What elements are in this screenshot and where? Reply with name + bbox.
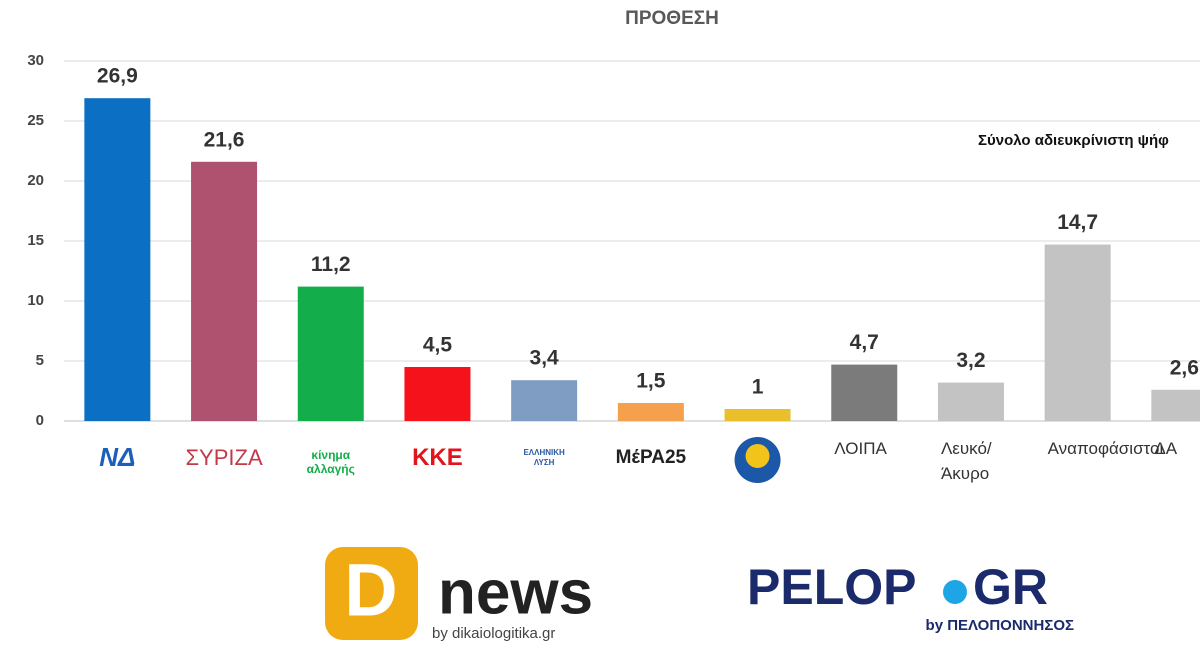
value-label: 4,7 [850, 331, 879, 354]
value-label: 14,7 [1057, 211, 1098, 234]
value-label: 3,2 [956, 349, 985, 372]
bar [831, 364, 898, 421]
value-label: 26,9 [97, 65, 138, 88]
x-tick-label: ΔΑ [1154, 439, 1178, 458]
party-logo-label: ΣΥΡΙΖΑ [185, 445, 263, 470]
dnews-name: news [438, 558, 593, 627]
chart-title: ΠΡΟΘΕΣΗ [625, 8, 719, 29]
value-label: 11,2 [311, 253, 351, 276]
dnews-by: by dikaiologitika.gr [432, 625, 555, 642]
x-tick-label: Αναποφάσιστοι [1047, 439, 1164, 458]
dnews-mark: D [344, 549, 397, 632]
party-logo-label: ΜέΡΑ25 [615, 447, 687, 468]
value-label: 1 [752, 376, 764, 399]
value-label: 4,5 [423, 334, 453, 357]
party-logo-label: ΝΔ [99, 442, 136, 472]
pelop-gr: GR [973, 559, 1048, 615]
bar [937, 382, 1004, 421]
annotation: Σύνολο αδιευκρίνιστη ψήφ [978, 132, 1169, 149]
bar [191, 161, 258, 422]
y-tick-label: 10 [27, 292, 44, 309]
y-tick-label: 20 [27, 172, 44, 189]
party-logo-inner [745, 444, 770, 468]
party-logo-label: κίνημα αλλαγής [306, 448, 355, 476]
party-logo-label: ΚΚΕ [412, 444, 463, 471]
value-label: 2,6 [1170, 356, 1199, 379]
party-logo-label: ΕΛΛΗΝΙΚΗ ΛΥΣΗ [523, 448, 565, 467]
bar [297, 286, 364, 421]
y-tick-label: 15 [27, 232, 44, 249]
x-tick-label: Λευκό/ Άκυρο [940, 439, 992, 483]
dnews-icon [325, 547, 418, 640]
value-label: 1,5 [636, 370, 666, 393]
pelop-by: by ΠΕΛΟΠΟΝΝΗΣΟΣ [926, 617, 1074, 634]
y-tick-label: 5 [36, 352, 44, 369]
x-tick-label: ΛΟΙΠΑ [834, 439, 887, 458]
bar [1044, 244, 1111, 421]
dnews-shade [325, 547, 418, 640]
chart: ΠΡΟΘΕΣΗ Σύνολο αδιευκρίνιστη ψήφ 0 5 10 15 2… [27, 8, 1200, 483]
bar [404, 367, 471, 421]
pelop-name: PELOP [747, 559, 916, 615]
bar [511, 380, 578, 421]
bar [84, 98, 151, 421]
value-label: 3,4 [530, 347, 560, 370]
bar [1151, 389, 1200, 421]
y-tick-label: 0 [36, 412, 44, 429]
value-label: 21,6 [204, 128, 245, 151]
footer-logos: D news by dikaiologitika.gr PELOP GR by … [325, 547, 1074, 642]
bar [724, 409, 791, 421]
pelop-dot [943, 580, 967, 604]
y-tick-label: 30 [27, 52, 44, 69]
bar [617, 403, 684, 421]
y-tick-label: 25 [27, 112, 44, 129]
